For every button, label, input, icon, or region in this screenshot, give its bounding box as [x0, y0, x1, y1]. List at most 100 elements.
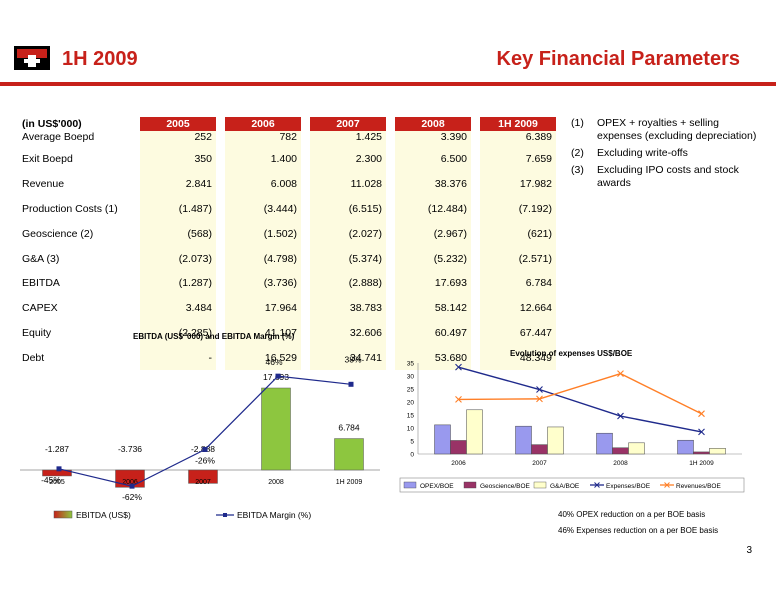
chart-legend: OPEX/BOE Geoscience/BOE G&A/BOE Expenses/BO… — [399, 477, 745, 493]
table-cell: (621) — [480, 221, 556, 247]
legend-swatch — [594, 482, 600, 488]
series-point — [617, 412, 624, 420]
table-cell: 1.425 — [310, 131, 386, 147]
row-label: Debt — [22, 351, 45, 364]
y-tick-label: 10 — [407, 426, 415, 433]
expenses-chart-title: Evolution of expenses US$/BOE — [510, 349, 633, 358]
expense-bar — [693, 451, 710, 455]
margin-point — [56, 466, 62, 472]
table-cell: 3.484 — [140, 295, 216, 321]
table-cell: 67.447 — [480, 320, 556, 346]
y-tick-label: 20 — [407, 400, 415, 407]
legend-swatch — [53, 510, 73, 519]
table-cell: (2.073) — [140, 246, 216, 271]
row-label: Exit Boepd — [22, 153, 73, 166]
y-tick-label: 35 — [407, 361, 415, 368]
row-label: Average Boepd — [22, 131, 95, 143]
ebitda-bar — [334, 438, 364, 471]
category-label: 1H 2009 — [689, 460, 714, 467]
table-cell: 41.107 — [225, 320, 301, 346]
expense-bar — [531, 444, 548, 455]
legend-swatch — [403, 481, 417, 489]
ebitda-bar — [188, 469, 218, 484]
series-line — [458, 366, 702, 433]
table-cell: 58.142 — [395, 295, 471, 321]
legend-label: Expenses/BOE — [606, 483, 651, 490]
legend-label: Geoscience/BOE — [480, 483, 531, 490]
table-cell: (2.967) — [395, 221, 471, 247]
note-item: (1) OPEX + royalties + selling expenses … — [571, 117, 757, 142]
margin-label: -26% — [195, 455, 215, 465]
table-cell: (2.285) — [140, 320, 216, 346]
table-row: Exit Boepd 350 1.400 2.300 6.500 7.659 — [22, 147, 556, 172]
y-tick-label: 5 — [410, 439, 414, 446]
table-cell: 34.741 — [310, 345, 386, 371]
category-label: 2005 — [49, 479, 65, 486]
table-cell: 38.783 — [310, 295, 386, 321]
series-point — [455, 363, 462, 371]
legend-label: EBITDA (US$) — [76, 510, 131, 520]
table-cell: 6.389 — [480, 131, 556, 147]
expenses-chart: 0 5 10 15 20 25 30 35 2006 2007 2008 1H 2009 OPEX/BO… — [399, 361, 745, 493]
table-cell: (1.287) — [140, 270, 216, 296]
bar-label: -3.736 — [118, 444, 142, 454]
footnote: 40% OPEX reduction on a per BOE basis — [558, 510, 706, 519]
margin-point — [129, 483, 135, 489]
margin-label: 46% — [265, 357, 282, 367]
series-line — [458, 372, 702, 415]
table-cell: 1.400 — [225, 147, 301, 172]
series-point — [698, 410, 705, 418]
table-cell: (4.798) — [225, 246, 301, 271]
series-point — [536, 386, 543, 393]
table-cell: 2.841 — [140, 171, 216, 197]
category-label: 2008 — [268, 479, 284, 486]
units-label: (in US$'000) — [22, 117, 140, 131]
table-cell: (5.374) — [310, 246, 386, 271]
expense-bar — [434, 424, 451, 455]
expense-bar — [450, 440, 467, 455]
table-row: Production Costs (1) (1.487) (3.444) (6.515… — [22, 196, 556, 222]
table-header-row: (in US$'000) 2005 2006 2007 2008 1H 2009 — [22, 117, 556, 131]
expense-bar — [677, 439, 694, 455]
column-header: 2006 — [225, 117, 301, 131]
margin-label: -45% — [41, 475, 61, 485]
column-header: 1H 2009 — [480, 117, 556, 131]
table-cell: - — [140, 345, 216, 371]
table-row: Geoscience (2) (568) (1.502) (2.027) (2.967)… — [22, 221, 556, 247]
table-cell: (2.888) — [310, 270, 386, 296]
category-label: 2006 — [451, 460, 466, 467]
series-point — [536, 395, 543, 403]
table-cell: (6.515) — [310, 196, 386, 222]
table-cell: (568) — [140, 221, 216, 247]
expense-bar — [515, 425, 532, 455]
expense-bar — [709, 448, 726, 455]
table-cell: 17.693 — [395, 270, 471, 296]
bar-label: -1.287 — [45, 444, 69, 454]
y-tick-label: 30 — [407, 374, 415, 381]
table-cell: 60.497 — [395, 320, 471, 346]
table-notes: (1) OPEX + royalties + selling expenses … — [571, 117, 761, 194]
table-cell: 350 — [140, 147, 216, 172]
series-point — [455, 396, 462, 403]
legend-label: EBITDA Margin (%) — [237, 510, 311, 520]
legend-swatch — [533, 481, 547, 489]
note-item: (2) Excluding write-offs — [571, 147, 688, 159]
row-label: Geoscience (2) — [22, 227, 94, 240]
table-cell: 3.390 — [395, 131, 471, 147]
table-row: Debt -16.529 34.741 53.680 48.349 — [22, 345, 556, 371]
table-cell: (2.571) — [480, 246, 556, 271]
expense-bar — [596, 432, 613, 455]
ebitda-bar — [261, 387, 291, 471]
margin-point — [348, 381, 354, 387]
ebitda-chart: -1.2872005-3.7362006-2.888200717.6932008… — [20, 354, 380, 520]
y-tick-label: 0 — [410, 452, 414, 459]
column-header: 2007 — [310, 117, 386, 131]
expense-bar — [466, 409, 483, 455]
table-cell: 38.376 — [395, 171, 471, 197]
table-cell: 16.529 — [225, 345, 301, 371]
row-label: Production Costs (1) — [22, 202, 118, 215]
table-cell: 7.659 — [480, 147, 556, 172]
expense-bar — [612, 447, 629, 455]
row-label: EBITDA — [22, 277, 60, 290]
legend-box — [399, 477, 745, 493]
